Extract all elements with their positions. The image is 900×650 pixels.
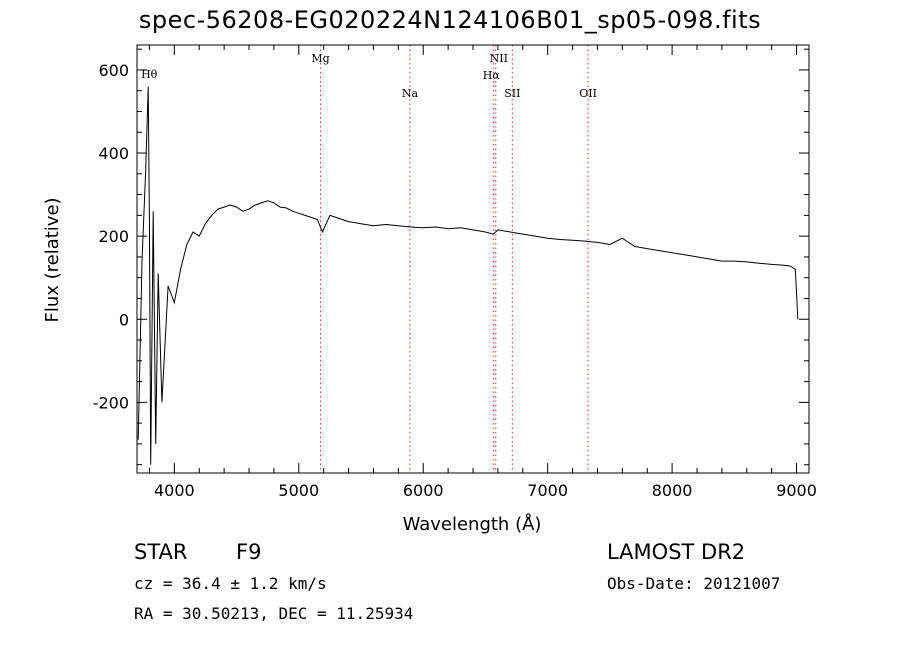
y-tick-label: 0	[119, 310, 129, 329]
object-subclass: F9	[236, 540, 262, 564]
marker-label: Hθ	[141, 68, 158, 81]
coordinates: RA = 30.50213, DEC = 11.25934	[134, 604, 414, 623]
marker-label: SII	[504, 87, 520, 100]
marker-label: Hα	[483, 69, 501, 82]
x-axis-ticks: 4000 5000 6000 7000 8000 9000	[148, 45, 817, 500]
x-tick-label: 7000	[527, 481, 568, 500]
x-tick-label: 4000	[154, 481, 195, 500]
marker-label: Na	[402, 87, 419, 100]
observation-date: Obs-Date: 20121007	[607, 574, 781, 593]
object-class: STAR	[134, 540, 188, 564]
redshift-value: cz = 36.4 ± 1.2 km/s	[134, 574, 327, 593]
x-tick-label: 8000	[652, 481, 693, 500]
chart-title: spec-56208-EG020224N124106B01_sp05-098.f…	[138, 6, 762, 34]
marker-label: NII	[490, 52, 508, 65]
y-tick-label: 400	[98, 144, 129, 163]
y-tick-label: -200	[93, 393, 129, 412]
y-tick-label: 200	[98, 227, 129, 246]
marker-label: Mg	[311, 52, 329, 65]
marker-label: OII	[579, 87, 597, 100]
x-tick-label: 5000	[278, 481, 319, 500]
x-tick-label: 6000	[403, 481, 444, 500]
x-tick-label: 9000	[776, 481, 817, 500]
y-axis-label: Flux (relative)	[42, 197, 63, 322]
y-tick-label: 600	[98, 61, 129, 80]
spectrum-line	[137, 86, 799, 465]
x-axis-label: Wavelength (Å)	[403, 513, 542, 535]
survey-name: LAMOST DR2	[607, 540, 746, 564]
y-axis-ticks: -200 0 200 400 600	[93, 48, 809, 466]
